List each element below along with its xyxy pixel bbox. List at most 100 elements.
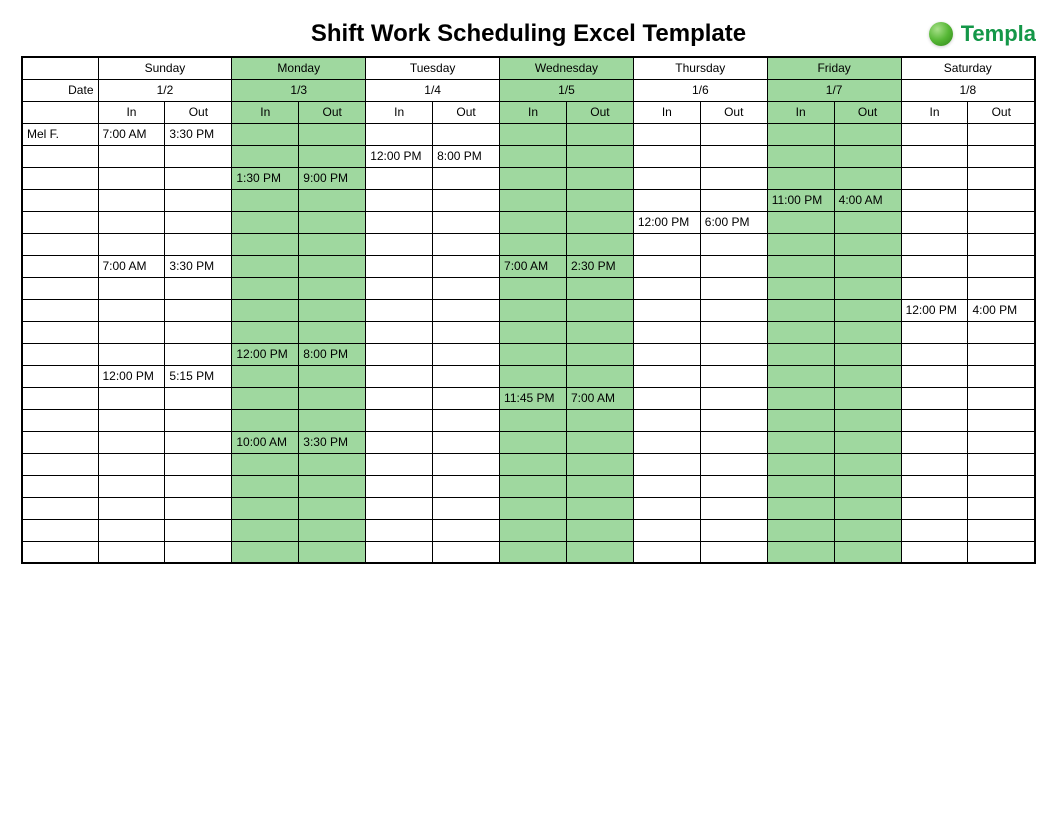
in-cell[interactable] <box>366 189 433 211</box>
out-cell[interactable] <box>968 519 1035 541</box>
in-cell[interactable] <box>901 431 968 453</box>
in-cell[interactable] <box>232 475 299 497</box>
employee-name-cell[interactable] <box>22 365 98 387</box>
out-cell[interactable] <box>433 189 500 211</box>
in-cell[interactable] <box>366 519 433 541</box>
in-cell[interactable] <box>633 233 700 255</box>
in-cell[interactable] <box>767 299 834 321</box>
in-cell[interactable] <box>366 365 433 387</box>
out-cell[interactable] <box>834 497 901 519</box>
in-cell[interactable] <box>500 299 567 321</box>
out-cell[interactable] <box>165 519 232 541</box>
in-cell[interactable] <box>366 211 433 233</box>
in-cell[interactable] <box>366 431 433 453</box>
out-cell[interactable] <box>165 387 232 409</box>
in-cell[interactable] <box>901 541 968 563</box>
in-cell[interactable] <box>767 145 834 167</box>
in-cell[interactable]: 12:00 PM <box>232 343 299 365</box>
in-cell[interactable] <box>500 475 567 497</box>
in-cell[interactable]: 7:00 AM <box>98 255 165 277</box>
in-cell[interactable] <box>767 321 834 343</box>
out-cell[interactable]: 8:00 PM <box>433 145 500 167</box>
in-cell[interactable] <box>633 519 700 541</box>
in-cell[interactable] <box>901 277 968 299</box>
out-cell[interactable] <box>433 321 500 343</box>
out-cell[interactable] <box>968 255 1035 277</box>
in-cell[interactable]: 12:00 PM <box>98 365 165 387</box>
in-cell[interactable] <box>767 343 834 365</box>
out-cell[interactable] <box>968 123 1035 145</box>
employee-name-cell[interactable] <box>22 497 98 519</box>
out-cell[interactable] <box>433 123 500 145</box>
out-cell[interactable] <box>700 409 767 431</box>
in-cell[interactable] <box>901 519 968 541</box>
in-cell[interactable] <box>232 541 299 563</box>
out-cell[interactable] <box>700 387 767 409</box>
out-cell[interactable] <box>968 387 1035 409</box>
out-cell[interactable] <box>566 519 633 541</box>
out-cell[interactable] <box>566 409 633 431</box>
out-cell[interactable] <box>566 343 633 365</box>
in-cell[interactable] <box>232 365 299 387</box>
out-cell[interactable] <box>700 365 767 387</box>
employee-name-cell[interactable] <box>22 541 98 563</box>
out-cell[interactable] <box>968 211 1035 233</box>
out-cell[interactable] <box>566 431 633 453</box>
out-cell[interactable] <box>566 233 633 255</box>
out-cell[interactable] <box>968 431 1035 453</box>
out-cell[interactable] <box>299 299 366 321</box>
in-cell[interactable] <box>500 541 567 563</box>
out-cell[interactable] <box>834 277 901 299</box>
out-cell[interactable] <box>299 497 366 519</box>
in-cell[interactable]: 10:00 AM <box>232 431 299 453</box>
in-cell[interactable] <box>232 123 299 145</box>
in-cell[interactable] <box>901 475 968 497</box>
out-cell[interactable] <box>165 497 232 519</box>
in-cell[interactable] <box>366 409 433 431</box>
out-cell[interactable] <box>433 233 500 255</box>
out-cell[interactable] <box>299 123 366 145</box>
in-cell[interactable] <box>901 255 968 277</box>
in-cell[interactable] <box>767 255 834 277</box>
in-cell[interactable] <box>366 167 433 189</box>
employee-name-cell[interactable] <box>22 145 98 167</box>
in-cell[interactable] <box>232 321 299 343</box>
out-cell[interactable] <box>299 541 366 563</box>
in-cell[interactable] <box>901 211 968 233</box>
in-cell[interactable] <box>767 453 834 475</box>
out-cell[interactable] <box>165 211 232 233</box>
out-cell[interactable] <box>433 431 500 453</box>
in-cell[interactable]: 12:00 PM <box>901 299 968 321</box>
in-cell[interactable] <box>767 497 834 519</box>
in-cell[interactable]: 12:00 PM <box>366 145 433 167</box>
out-cell[interactable]: 6:00 PM <box>700 211 767 233</box>
out-cell[interactable] <box>834 343 901 365</box>
employee-name-cell[interactable] <box>22 431 98 453</box>
out-cell[interactable] <box>566 145 633 167</box>
out-cell[interactable] <box>299 453 366 475</box>
in-cell[interactable]: 11:45 PM <box>500 387 567 409</box>
out-cell[interactable] <box>968 475 1035 497</box>
out-cell[interactable] <box>433 409 500 431</box>
in-cell[interactable] <box>500 321 567 343</box>
out-cell[interactable] <box>566 167 633 189</box>
out-cell[interactable] <box>433 299 500 321</box>
in-cell[interactable] <box>633 387 700 409</box>
out-cell[interactable] <box>433 541 500 563</box>
out-cell[interactable] <box>700 255 767 277</box>
in-cell[interactable] <box>633 431 700 453</box>
in-cell[interactable] <box>232 189 299 211</box>
in-cell[interactable] <box>366 387 433 409</box>
employee-name-cell[interactable] <box>22 233 98 255</box>
out-cell[interactable] <box>433 343 500 365</box>
out-cell[interactable] <box>165 453 232 475</box>
out-cell[interactable] <box>834 365 901 387</box>
out-cell[interactable] <box>433 365 500 387</box>
in-cell[interactable] <box>366 497 433 519</box>
out-cell[interactable] <box>566 475 633 497</box>
out-cell[interactable] <box>299 277 366 299</box>
in-cell[interactable]: 1:30 PM <box>232 167 299 189</box>
in-cell[interactable] <box>901 189 968 211</box>
out-cell[interactable]: 3:30 PM <box>165 255 232 277</box>
out-cell[interactable] <box>700 233 767 255</box>
